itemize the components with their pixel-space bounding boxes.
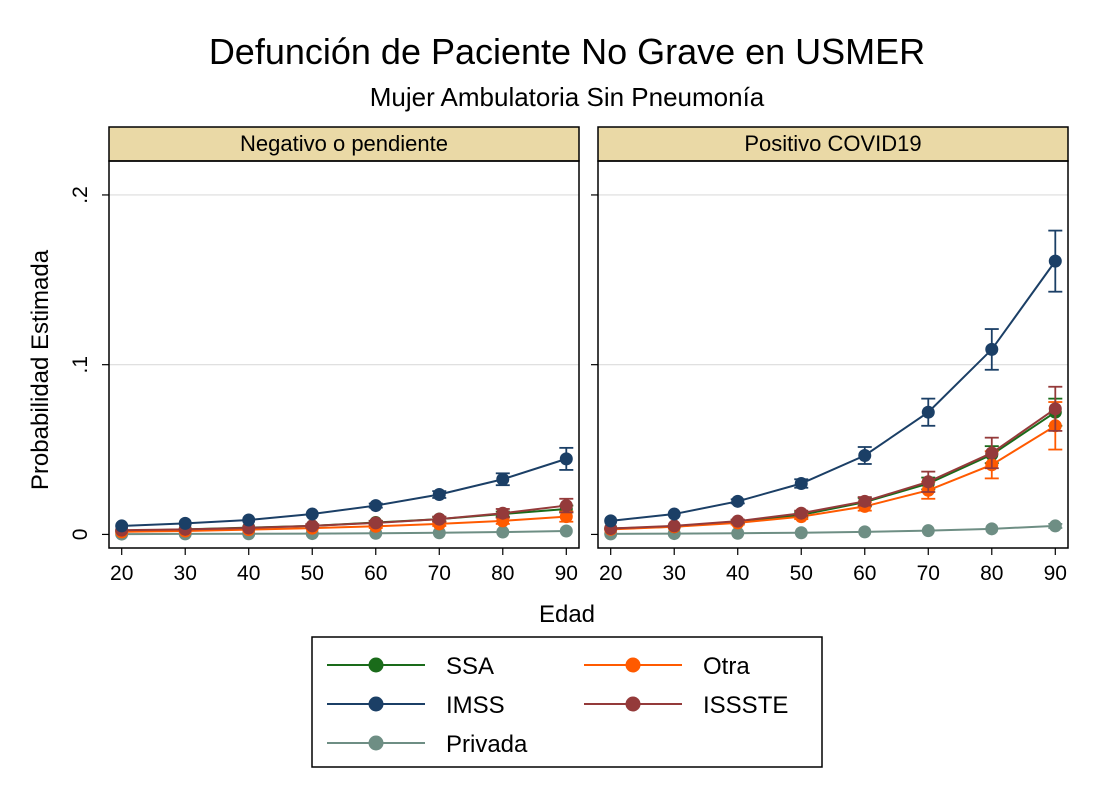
series-line	[121, 457, 567, 527]
legend-box	[311, 636, 823, 768]
data-point	[858, 448, 872, 462]
data-point	[667, 519, 681, 533]
x-tick-label: 30	[174, 562, 197, 585]
x-tick-label: 40	[726, 562, 749, 585]
y-tick-label: .2	[69, 186, 92, 204]
series-imss	[604, 229, 1063, 528]
y-tick-label: 0	[69, 529, 92, 541]
x-tick-label: 60	[853, 562, 876, 585]
panels: Negativo o pendiente 20 30 40 50 60 70 80 90 0 .1.…	[69, 126, 1069, 585]
data-point	[858, 525, 872, 539]
data-point	[559, 510, 573, 524]
series-issste	[604, 385, 1063, 535]
legend-label: Otra	[703, 653, 750, 680]
data-point	[115, 519, 129, 533]
legend-item-issste: ISSSTE	[584, 692, 788, 719]
x-tick-label: 90	[555, 562, 578, 585]
legend-marker	[368, 735, 384, 751]
panel-strip	[597, 126, 1069, 162]
x-tick-label: 70	[428, 562, 451, 585]
x-tick-label: 80	[491, 562, 514, 585]
data-point	[667, 507, 681, 521]
legend-marker	[625, 696, 641, 712]
data-point	[559, 524, 573, 538]
data-point	[496, 472, 510, 486]
data-point	[496, 525, 510, 539]
data-point	[242, 513, 256, 527]
legend-item-privada: Privada	[327, 731, 528, 758]
data-point	[432, 512, 446, 526]
legend-label: SSA	[446, 653, 494, 680]
data-point	[559, 452, 573, 466]
x-axis-title: Edad	[539, 601, 595, 628]
legend-marker	[625, 657, 641, 673]
x-tick-label: 40	[237, 562, 260, 585]
panel-strip-label: Negativo o pendiente	[240, 131, 448, 156]
series-line	[610, 407, 1056, 530]
data-point	[1048, 402, 1062, 416]
data-point	[794, 477, 808, 490]
legend-item-otra: Otra	[584, 653, 750, 680]
x-tick-label: 90	[1044, 562, 1067, 585]
data-point	[731, 526, 745, 540]
plot-frame	[108, 160, 580, 549]
data-point	[305, 507, 319, 521]
data-point	[794, 506, 808, 520]
data-point	[985, 342, 999, 356]
x-tick-label: 60	[364, 562, 387, 585]
legend-marker	[368, 696, 384, 712]
chart-subtitle: Mujer Ambulatoria Sin Pneumonía	[370, 82, 765, 112]
data-point	[1048, 254, 1062, 268]
legend-item-ssa: SSA	[327, 653, 494, 680]
data-point	[731, 514, 745, 528]
data-point	[921, 524, 935, 538]
x-tick-label: 20	[599, 562, 622, 585]
data-point	[496, 506, 510, 520]
data-point	[794, 526, 808, 540]
legend-label: Privada	[446, 731, 528, 758]
data-point	[178, 516, 192, 530]
data-point	[731, 494, 745, 508]
series-line	[121, 515, 567, 533]
data-point	[305, 519, 319, 533]
data-point	[432, 488, 446, 502]
data-point	[369, 499, 383, 513]
panel-2: Positivo COVID19 20 30 40 50 60 70 80 90	[591, 126, 1069, 585]
x-tick-label: 80	[980, 562, 1003, 585]
y-axis-title: Probabilidad Estimada	[27, 249, 54, 490]
legend-marker	[368, 657, 384, 673]
series-privada	[604, 519, 1063, 541]
legend: SSA Otra IMSS ISSSTE Privada	[311, 636, 823, 768]
y-tick-label: .1	[69, 356, 92, 374]
data-point	[604, 514, 618, 528]
data-point	[921, 475, 935, 489]
data-point	[559, 499, 573, 513]
data-point	[858, 494, 872, 508]
data-point	[985, 446, 999, 460]
data-point	[369, 516, 383, 530]
chart-title: Defunción de Paciente No Grave en USMER	[209, 31, 925, 72]
series-line	[121, 530, 567, 536]
panel-strip	[108, 126, 580, 162]
legend-label: IMSS	[446, 692, 505, 719]
legend-item-imss: IMSS	[327, 692, 505, 719]
x-tick-label: 70	[917, 562, 940, 585]
data-point	[921, 405, 935, 419]
series-line	[121, 504, 567, 532]
series-imss	[115, 446, 574, 533]
data-point	[1048, 519, 1062, 533]
data-point	[985, 522, 999, 536]
panel-strip-label: Positivo COVID19	[744, 131, 921, 156]
series-line	[610, 260, 1057, 522]
x-tick-label: 50	[790, 562, 813, 585]
x-tick-label: 50	[301, 562, 324, 585]
x-tick-label: 30	[663, 562, 686, 585]
series-line	[610, 524, 1056, 535]
plot-frame	[597, 160, 1069, 549]
x-tick-label: 20	[110, 562, 133, 585]
legend-label: ISSSTE	[703, 692, 788, 719]
panel-1: Negativo o pendiente 20 30 40 50 60 70 80 90 0 .1.…	[69, 126, 580, 585]
